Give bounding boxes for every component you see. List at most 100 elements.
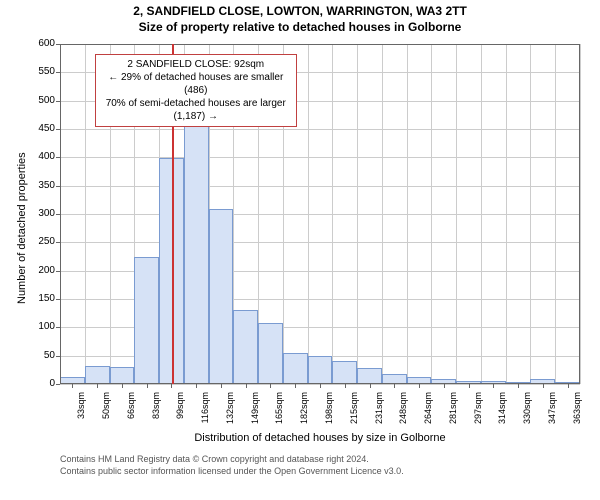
x-tick-label: 149sqm <box>250 392 260 432</box>
histogram-bar <box>382 374 407 384</box>
y-tick-label: 100 <box>25 321 55 332</box>
x-tick-mark <box>345 384 346 388</box>
x-tick-mark <box>543 384 544 388</box>
x-tick-mark <box>370 384 371 388</box>
grid-line-v <box>506 44 507 384</box>
grid-line-v <box>431 44 432 384</box>
histogram-bar <box>258 323 283 384</box>
x-tick-label: 264sqm <box>423 392 433 432</box>
grid-line-v <box>308 44 309 384</box>
y-tick-label: 450 <box>25 123 55 134</box>
x-tick-mark <box>493 384 494 388</box>
x-tick-label: 182sqm <box>299 392 309 432</box>
annotation-line3: 70% of semi-detached houses are larger (… <box>102 97 290 123</box>
x-tick-label: 330sqm <box>522 392 532 432</box>
x-tick-mark <box>122 384 123 388</box>
x-tick-mark <box>147 384 148 388</box>
grid-line-h <box>60 242 580 243</box>
y-tick-label: 0 <box>25 378 55 389</box>
x-tick-label: 50sqm <box>101 392 111 432</box>
x-tick-mark <box>444 384 445 388</box>
y-tick-label: 250 <box>25 236 55 247</box>
x-tick-mark <box>394 384 395 388</box>
grid-line-v <box>530 44 531 384</box>
grid-line-v <box>407 44 408 384</box>
histogram-bar <box>209 209 234 384</box>
x-tick-label: 116sqm <box>200 392 210 432</box>
grid-line-v <box>382 44 383 384</box>
y-tick-label: 200 <box>25 265 55 276</box>
histogram-bar <box>134 257 159 385</box>
x-tick-label: 248sqm <box>398 392 408 432</box>
annotation-line1: 2 SANDFIELD CLOSE: 92sqm <box>102 58 290 71</box>
grid-line-h <box>60 157 580 158</box>
x-tick-label: 33sqm <box>76 392 86 432</box>
chart-title-block: 2, SANDFIELD CLOSE, LOWTON, WARRINGTON, … <box>0 4 600 35</box>
y-tick-label: 150 <box>25 293 55 304</box>
x-tick-mark <box>320 384 321 388</box>
x-tick-label: 347sqm <box>547 392 557 432</box>
y-tick-label: 350 <box>25 180 55 191</box>
y-axis-label: Number of detached properties <box>16 152 28 304</box>
x-tick-label: 231sqm <box>374 392 384 432</box>
y-tick-label: 500 <box>25 95 55 106</box>
x-tick-mark <box>295 384 296 388</box>
x-tick-mark <box>246 384 247 388</box>
footer-line2: Contains public sector information licen… <box>60 466 404 478</box>
x-tick-mark <box>221 384 222 388</box>
y-tick-mark <box>56 384 60 385</box>
histogram-bar <box>60 377 85 384</box>
grid-line-h <box>60 186 580 187</box>
annotation-line2: ← 29% of detached houses are smaller (48… <box>102 71 290 97</box>
grid-line-h <box>60 214 580 215</box>
y-tick-label: 50 <box>25 350 55 361</box>
x-tick-label: 363sqm <box>572 392 582 432</box>
x-tick-label: 83sqm <box>151 392 161 432</box>
y-tick-label: 300 <box>25 208 55 219</box>
grid-line-v <box>580 44 581 384</box>
histogram-bar <box>407 377 432 384</box>
x-tick-mark <box>72 384 73 388</box>
x-tick-label: 281sqm <box>448 392 458 432</box>
x-tick-label: 314sqm <box>497 392 507 432</box>
grid-line-h <box>60 129 580 130</box>
histogram-bar <box>110 367 135 384</box>
x-tick-mark <box>171 384 172 388</box>
histogram-bar <box>184 121 209 385</box>
grid-line-v <box>481 44 482 384</box>
annotation-box: 2 SANDFIELD CLOSE: 92sqm ← 29% of detach… <box>95 54 297 127</box>
x-tick-mark <box>469 384 470 388</box>
y-tick-label: 600 <box>25 38 55 49</box>
histogram-bar <box>85 366 110 384</box>
histogram-bar <box>308 356 333 384</box>
chart-container: { "layout": { "width": 600, "height": 50… <box>0 0 600 500</box>
x-tick-mark <box>196 384 197 388</box>
x-tick-label: 99sqm <box>175 392 185 432</box>
x-tick-label: 215sqm <box>349 392 359 432</box>
x-tick-label: 66sqm <box>126 392 136 432</box>
chart-title-line2: Size of property relative to detached ho… <box>0 20 600 36</box>
grid-line-v <box>357 44 358 384</box>
y-tick-label: 550 <box>25 66 55 77</box>
x-tick-label: 132sqm <box>225 392 235 432</box>
grid-line-h <box>60 44 580 45</box>
x-tick-mark <box>270 384 271 388</box>
x-tick-mark <box>97 384 98 388</box>
y-tick-label: 400 <box>25 151 55 162</box>
chart-title-line1: 2, SANDFIELD CLOSE, LOWTON, WARRINGTON, … <box>0 4 600 20</box>
grid-line-v <box>85 44 86 384</box>
footer-line1: Contains HM Land Registry data © Crown c… <box>60 454 404 466</box>
x-tick-label: 165sqm <box>274 392 284 432</box>
histogram-bar <box>357 368 382 384</box>
footer-attribution: Contains HM Land Registry data © Crown c… <box>60 454 404 477</box>
histogram-bar <box>332 361 357 384</box>
x-tick-mark <box>419 384 420 388</box>
x-axis-label: Distribution of detached houses by size … <box>60 432 580 444</box>
grid-line-v <box>456 44 457 384</box>
x-tick-label: 297sqm <box>473 392 483 432</box>
grid-line-v <box>555 44 556 384</box>
x-tick-mark <box>568 384 569 388</box>
grid-line-v <box>332 44 333 384</box>
x-tick-label: 198sqm <box>324 392 334 432</box>
histogram-bar <box>233 310 258 384</box>
